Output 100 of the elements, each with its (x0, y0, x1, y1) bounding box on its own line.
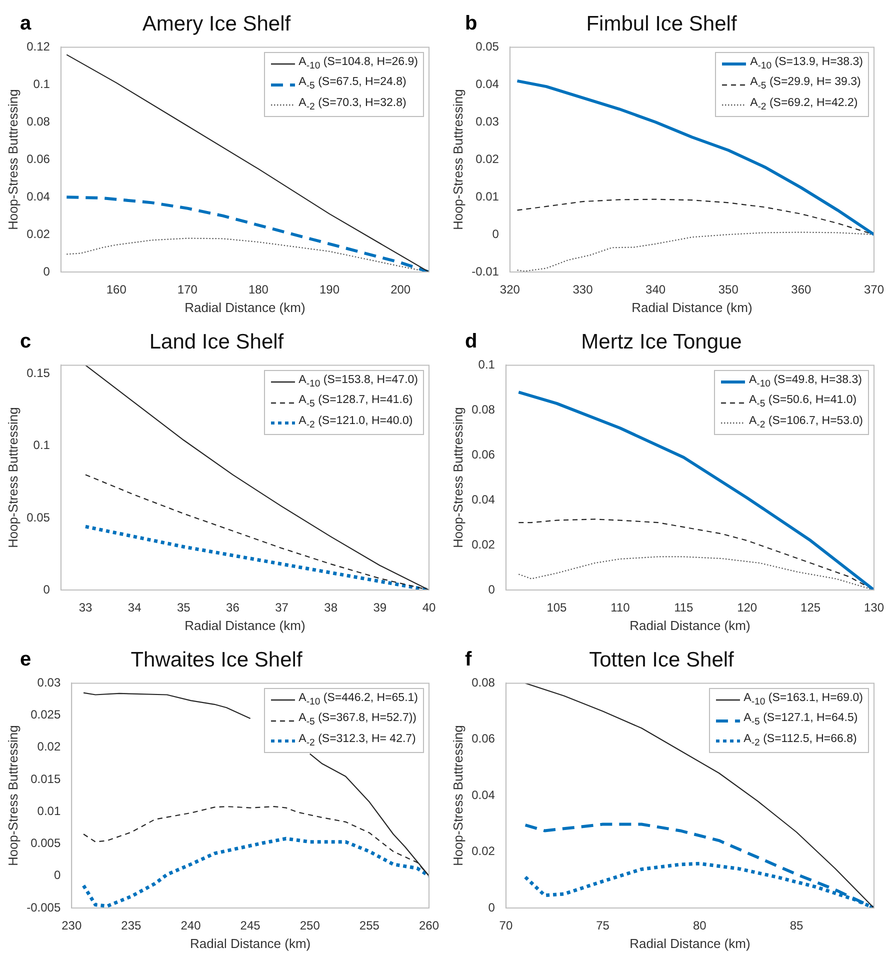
text: e (20, 648, 32, 671)
x-tick-label: 125 (800, 600, 821, 615)
legend-label: A$_{-10}$ (S=49.8, H=38.3) (748, 373, 862, 392)
legend-label: A$_{-5}$ (S=127.1, H=64.5) (744, 711, 858, 730)
y-tick-label: 0.06 (472, 447, 496, 462)
y-tick-label: 0.02 (472, 537, 496, 552)
x-tick-label: 105 (546, 600, 568, 615)
x-tick-label: 255 (359, 918, 380, 933)
y-axis-title: Hoop-Stress Buttressing (5, 89, 20, 230)
x-tick-label: 70 (499, 918, 513, 933)
x-tick-label: 350 (718, 282, 739, 297)
x-tick-label: 115 (674, 600, 694, 615)
y-tick-label: 0.02 (37, 740, 61, 754)
x-tick-label: 190 (320, 282, 340, 297)
line-series (82, 836, 429, 908)
legend-label: A$_{-2}$ (S=106.7, H=53.0) (748, 414, 863, 432)
y-tick-label: 0.15 (26, 366, 50, 380)
legend-label: A$_{-10}$ (S=13.9, H=38.3) (750, 55, 863, 74)
legend-label: A$_{-5}$ (S=367.8, H=52.7)) (298, 711, 417, 730)
y-tick-label: 0.04 (476, 76, 500, 91)
line-series (84, 524, 429, 590)
legend-label: A$_{-2}$ (S=70.3, H=32.8) (298, 96, 406, 114)
y-axis-title: Hoop-Stress Buttressing (450, 725, 466, 866)
x-tick-label: 360 (791, 282, 812, 297)
chart-title: Land Ice Shelf (149, 330, 284, 354)
x-tick-label: 35 (176, 600, 191, 615)
y-tick-label: 0.04 (26, 189, 50, 204)
legend-label: A$_{-2}$ (S=112.5, H=66.8) (744, 732, 857, 750)
y-tick-label: 0.04 (472, 788, 496, 802)
x-tick-label: 34 (128, 600, 142, 615)
x-tick-label: 40 (422, 600, 436, 615)
y-tick-label: 0.08 (472, 676, 496, 690)
y-tick-label: 0.12 (26, 40, 50, 54)
legend-label: A$_{-5}$ (S=50.6, H=41.0) (748, 393, 857, 412)
y-tick-label: 0 (43, 582, 50, 596)
x-tick-label: 245 (240, 918, 261, 933)
y-tick-label: 0.1 (478, 358, 496, 372)
x-tick-label: 320 (500, 282, 520, 297)
x-tick-label: 80 (692, 918, 707, 933)
x-tick-label: 160 (106, 282, 127, 297)
y-tick-label: 0.05 (26, 510, 50, 524)
line-series (516, 232, 874, 272)
y-tick-label: 0 (488, 582, 496, 596)
x-tick-label: 37 (275, 600, 289, 615)
x-tick-label: 340 (646, 282, 666, 297)
x-tick-label: 120 (737, 600, 758, 615)
y-tick-label: 0.02 (472, 844, 496, 858)
x-tick-label: 180 (248, 282, 269, 297)
y-tick-label: 0.06 (472, 732, 496, 746)
y-tick-label: 0 (43, 264, 50, 278)
legend-label: A$_{-5}$ (S=67.5, H=24.8) (298, 75, 406, 94)
legend-label: A$_{-10}$ (S=153.8, H=47.0) (298, 373, 418, 392)
y-tick-label: 0 (492, 226, 500, 241)
x-tick-label: 200 (390, 282, 411, 297)
y-axis-title: Hoop-Stress Buttressing (5, 407, 20, 548)
x-axis-title: Radial Distance (km) (630, 618, 750, 633)
y-tick-label: 0.08 (26, 114, 50, 128)
x-tick-label: 170 (177, 282, 198, 297)
text: d (465, 330, 478, 353)
legend-label: A$_{-2}$ (S=121.0, H=40.0) (298, 414, 413, 432)
y-tick-label: 0.01 (37, 804, 61, 818)
y-tick-label: 0 (488, 900, 496, 914)
legend-label: A$_{-2}$ (S=312.3, H= 42.7) (298, 732, 416, 750)
x-axis-title: Radial Distance (km) (632, 300, 752, 315)
x-tick-label: 235 (121, 918, 142, 933)
x-tick-label: 38 (324, 600, 338, 615)
x-tick-label: 240 (180, 918, 202, 933)
y-tick-label: 0 (54, 868, 61, 882)
x-tick-label: 39 (373, 600, 387, 615)
x-tick-label: 330 (572, 282, 594, 297)
y-tick-label: 0.01 (476, 189, 500, 204)
line-series (65, 196, 429, 272)
y-tick-label: 0.08 (472, 402, 496, 416)
x-tick-label: 33 (78, 600, 92, 615)
legend-label: A$_{-5}$ (S=128.7, H=41.6) (298, 393, 413, 412)
chart-title: Amery Ice Shelf (142, 12, 291, 36)
text: c (20, 330, 32, 353)
x-tick-label: 75 (596, 918, 610, 933)
legend-label: A$_{-10}$ (S=163.1, H=69.0) (744, 691, 863, 710)
x-axis-title: Radial Distance (km) (184, 618, 306, 633)
text: b (465, 12, 478, 35)
chart-title: Mertz Ice Tongue (581, 330, 742, 354)
x-axis-title: Radial Distance (km) (190, 936, 311, 951)
x-tick-label: 250 (300, 918, 320, 933)
x-tick-label: 130 (864, 600, 884, 615)
y-tick-label: 0.03 (37, 676, 61, 690)
y-tick-label: 0.02 (26, 226, 50, 241)
text: a (20, 12, 32, 35)
y-tick-label: 0.005 (30, 836, 61, 850)
chart-title: Totten Ice Shelf (589, 648, 734, 672)
x-axis-title: Radial Distance (km) (630, 936, 750, 951)
y-tick-label: 0.1 (33, 76, 50, 91)
y-tick-label: 0.02 (476, 152, 500, 166)
legend-label: A$_{-10}$ (S=104.8, H=26.9) (298, 55, 418, 74)
x-tick-label: 230 (62, 918, 82, 933)
y-axis-title: Hoop-Stress Buttressing (5, 725, 20, 866)
x-axis-title: Radial Distance (km) (184, 300, 306, 315)
legend-label: A$_{-10}$ (S=446.2, H=65.1) (298, 691, 418, 710)
x-tick-label: 260 (418, 918, 440, 933)
y-tick-label: 0.015 (30, 772, 61, 786)
